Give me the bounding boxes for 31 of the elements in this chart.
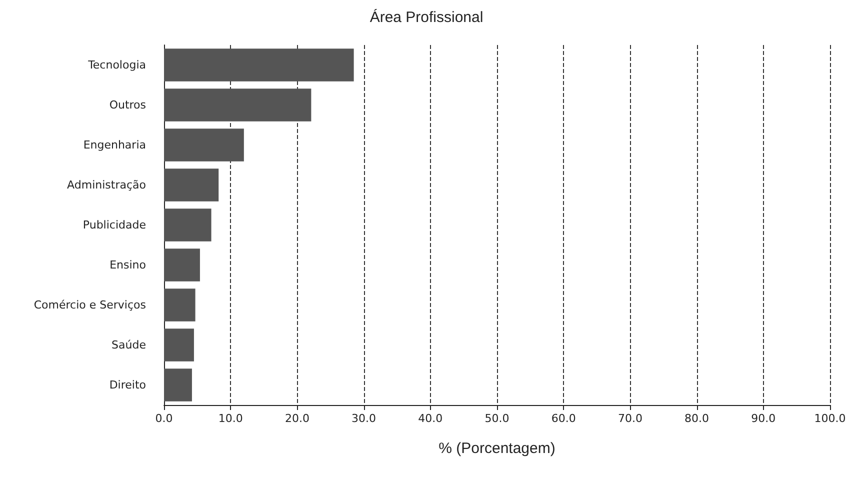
x-tick-label: 60.0 [551,412,576,425]
bar [164,128,244,162]
x-tick-label: 40.0 [418,412,443,425]
x-tick-label: 0.0 [155,412,173,425]
bar [164,248,200,282]
y-tick-label: Publicidade [82,218,146,232]
chart-title: Área Profissional [370,8,484,26]
y-tick-label: Outros [109,98,146,112]
bar [164,48,354,82]
x-tick-label: 10.0 [218,412,243,425]
bar [164,88,312,122]
bar [164,328,194,362]
x-tick-label: 20.0 [284,412,310,425]
y-tick-label: Direito [109,378,146,392]
x-tick-label: 90.0 [751,412,776,425]
bar [164,368,192,402]
x-tick-label: 30.0 [352,412,376,425]
x-axis-title: % (Porcentagem) [438,440,556,457]
x-tick-label: 50.0 [484,412,510,425]
x-tick-label: 100.0 [814,412,846,425]
bar [164,288,196,322]
y-tick-label: Comércio e Serviços [34,298,146,312]
y-tick-label: Engenharia [83,138,146,152]
y-tick-label: Administração [67,178,146,192]
bar [164,168,219,202]
y-tick-label: Ensino [110,258,146,272]
y-tick-label: Tecnologia [87,58,146,72]
x-tick-label: 80.0 [684,412,710,425]
bar [164,208,212,242]
y-tick-label: Saúde [112,338,146,352]
x-tick-label: 70.0 [618,412,642,425]
